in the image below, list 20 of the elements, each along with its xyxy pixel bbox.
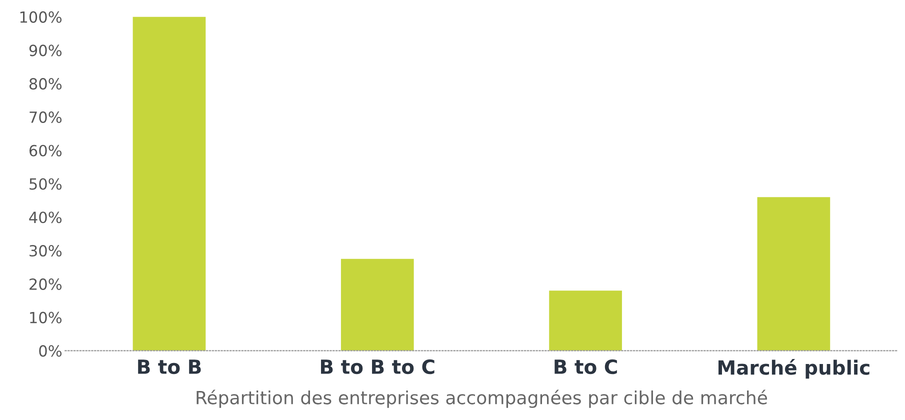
y-tick-label: 60% [29,144,62,156]
x-tick-label: B to C [554,359,617,374]
y-tick-label: 10% [30,312,62,324]
x-tick-label: B to B [138,360,201,374]
y-tick-label: 0% [39,345,62,357]
y-tick-label: 90% [29,44,62,56]
bar [757,197,830,351]
y-tick-label: 50% [30,178,62,190]
x-tick-label: B to B to C [321,359,434,374]
bar [549,290,622,351]
y-tick-label: 20% [30,278,62,290]
bar [340,258,414,351]
x-tick-label: Marché public [718,359,870,379]
y-tick-label: 80% [29,78,62,90]
y-tick-label: 30% [30,244,62,257]
y-tick-label: 70% [30,111,62,123]
y-tick-label: 100% [20,11,62,23]
bar [132,16,206,351]
y-tick-label: 40% [29,212,62,224]
x-axis-title: Répartition des entreprises accompagnées par cible de marché [196,390,767,408]
